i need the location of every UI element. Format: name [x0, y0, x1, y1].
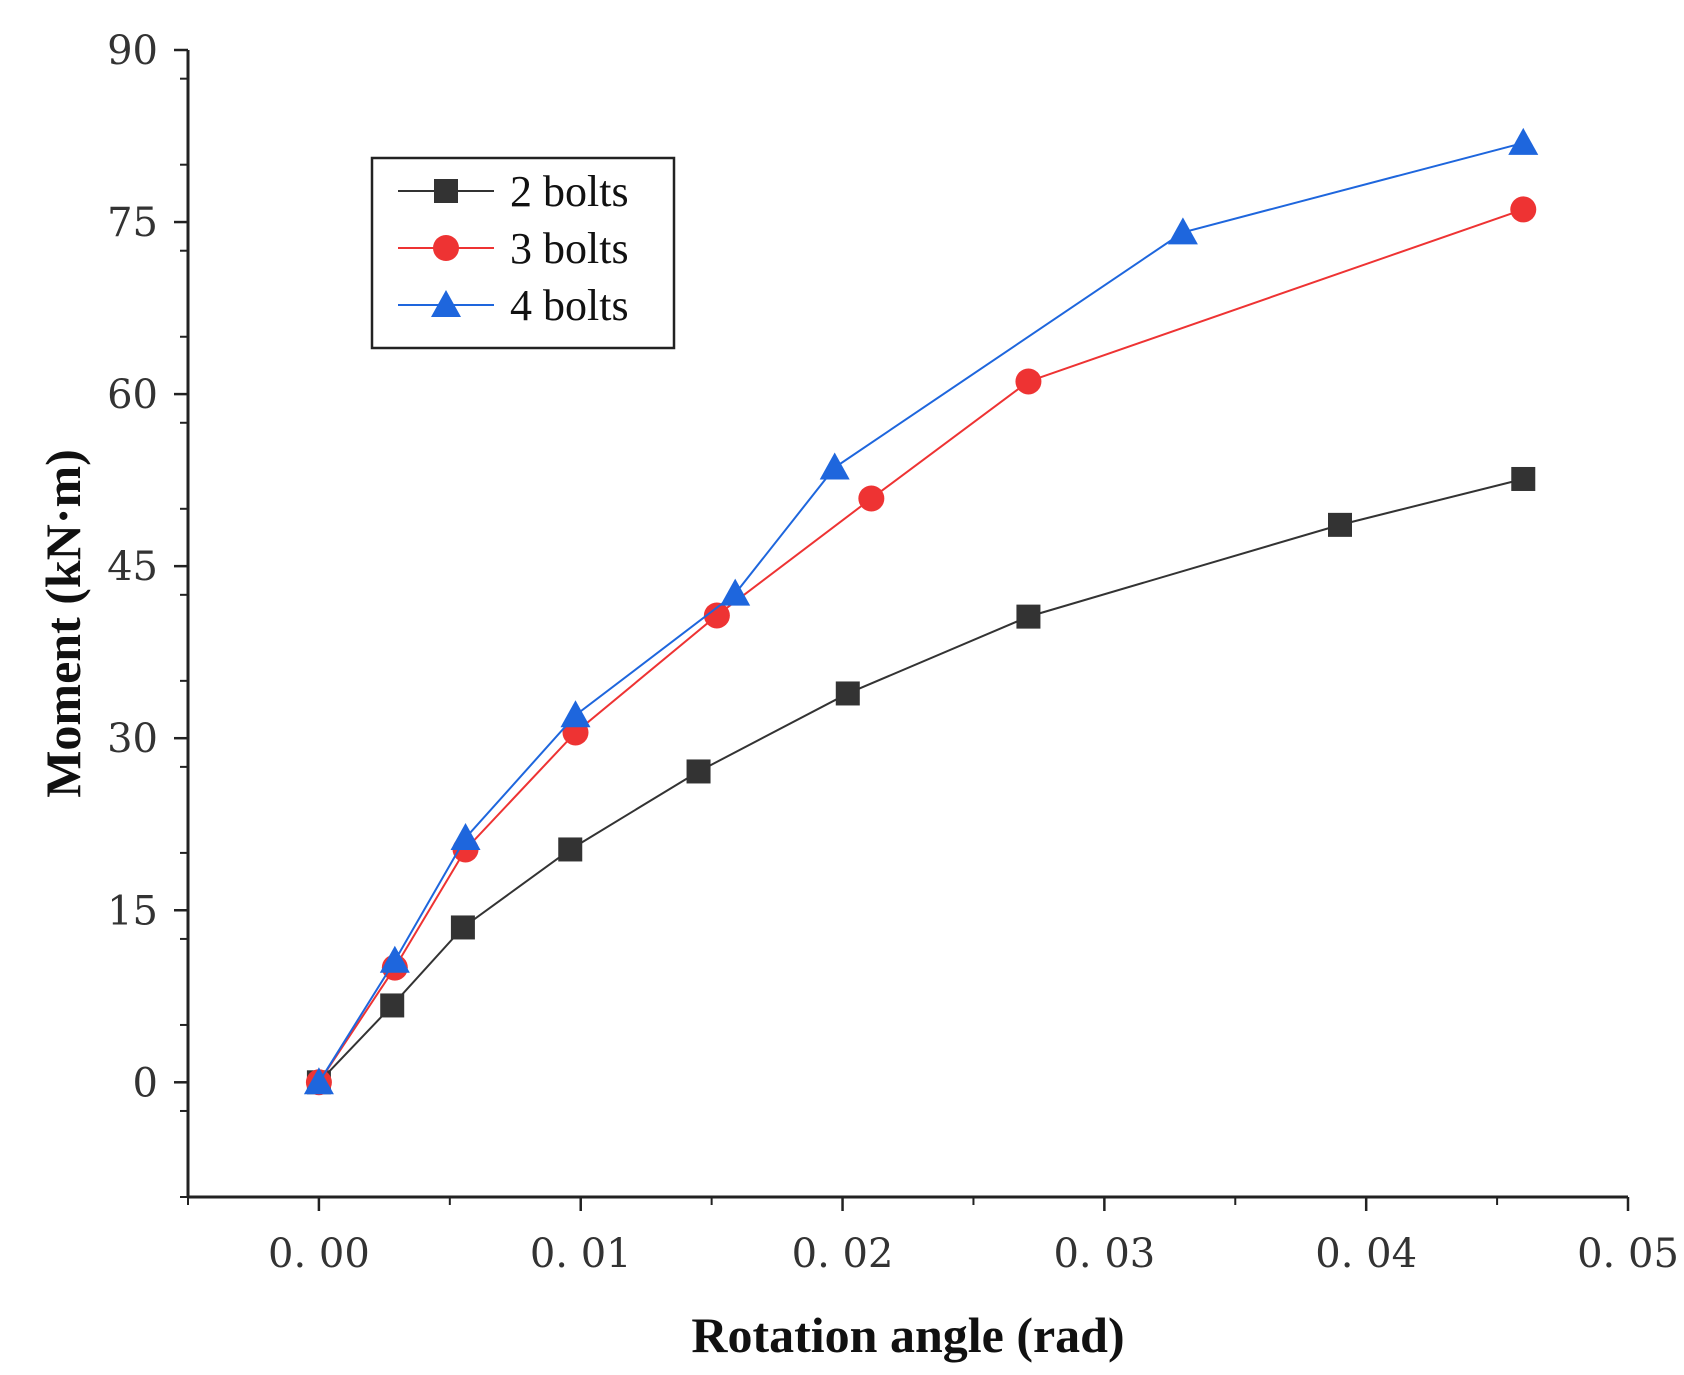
legend-item: 2 bolts [398, 167, 629, 216]
x-tick-label: 0. 01 [530, 1231, 632, 1277]
data-point [379, 945, 410, 973]
x-tick-label: 0. 00 [268, 1231, 370, 1277]
series-line [318, 478, 1524, 1083]
x-tick-label: 0. 03 [1053, 1231, 1155, 1277]
x-tick-label: 0. 04 [1315, 1231, 1417, 1277]
y-tick-label: 0 [133, 1060, 158, 1106]
data-point [380, 993, 405, 1018]
axes: 0 15 30 45 60 75 90 0. 00 0. 01 0. 02 0. 03 0. 04 0.… [107, 28, 1679, 1277]
data-point [558, 837, 583, 862]
legend-marker [434, 179, 458, 203]
legend-marker [433, 235, 459, 261]
y-tick-label: 45 [107, 544, 158, 590]
series-line [318, 141, 1524, 1083]
legend-label: 3 bolts [510, 224, 629, 273]
y-axis-title: Moment (kN·m) [35, 449, 91, 798]
x-tick-label: 0. 05 [1577, 1231, 1679, 1277]
series-layer [303, 127, 1539, 1096]
data-point [1511, 466, 1536, 491]
x-axis-title: Rotation angle (rad) [691, 1307, 1124, 1363]
legend-label: 2 bolts [510, 167, 629, 216]
data-point [303, 1067, 334, 1095]
legend-marker [431, 290, 461, 317]
legend: 2 bolts 3 bolts 4 bolts [370, 156, 676, 350]
series-1 [306, 466, 1536, 1095]
data-point [819, 452, 850, 480]
x-tick-label: 0. 02 [792, 1231, 894, 1277]
data-point [1167, 217, 1198, 245]
data-point [1015, 368, 1042, 395]
data-point [1508, 127, 1539, 155]
data-point [720, 578, 751, 606]
y-tick-label: 60 [107, 372, 158, 418]
series-line [318, 208, 1524, 1083]
legend-label: 4 bolts [510, 281, 629, 330]
data-point [835, 681, 860, 706]
legend-item: 3 bolts [398, 224, 629, 273]
series-3 [303, 127, 1539, 1095]
y-tick-label: 30 [107, 716, 158, 762]
legend-box [370, 156, 676, 350]
data-point [560, 700, 591, 728]
y-tick-label: 75 [107, 200, 158, 246]
y-tick-label: 90 [107, 28, 158, 74]
data-point [858, 485, 885, 512]
data-point [1510, 196, 1537, 223]
data-point [686, 759, 711, 784]
data-point [703, 602, 730, 629]
data-point [1016, 604, 1041, 629]
legend-item: 4 bolts [398, 281, 629, 330]
y-tick-label: 15 [107, 888, 158, 934]
data-point [450, 822, 481, 850]
data-point [1328, 512, 1352, 537]
data-point [450, 915, 475, 940]
